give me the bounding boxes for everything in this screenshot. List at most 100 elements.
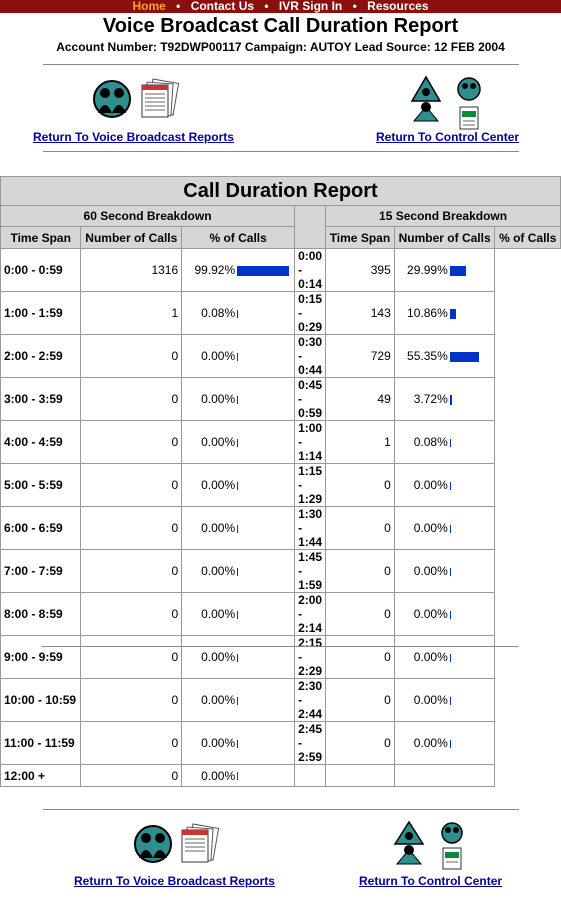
percent-value: 0.00%: [201, 478, 236, 492]
time-span-cell: 1:00 - 1:14: [294, 420, 327, 464]
control-center-icon[interactable]: [410, 75, 485, 137]
number-of-calls-cell: 0: [325, 463, 395, 507]
percent-value: 0.00%: [413, 564, 448, 578]
nav-resources-link[interactable]: Resources: [367, 0, 429, 13]
page-title: Voice Broadcast Call Duration Report: [102, 15, 459, 37]
percent-bar: [237, 309, 239, 318]
percent-calls-cell: 0.08%: [393, 420, 496, 464]
percent-calls-cell: 55.35%: [393, 334, 496, 378]
number-of-calls-cell: 0: [80, 592, 183, 636]
percent-calls-cell: 0.00%: [393, 549, 496, 593]
number-of-calls-cell: 0: [80, 678, 183, 722]
percent-bar: [237, 352, 239, 361]
percent-calls-cell: 0.00%: [181, 506, 296, 550]
nav-home-link[interactable]: Home: [132, 0, 166, 13]
report-pages-icon[interactable]: [178, 822, 220, 864]
percent-bar: [449, 351, 479, 362]
people-silhouette-icon[interactable]: [131, 824, 175, 864]
percent-value: 0.00%: [413, 736, 448, 750]
time-span-cell: 2:00 - 2:14: [294, 592, 327, 636]
percent-calls-cell: 0.00%: [181, 549, 296, 593]
control-center-link[interactable]: Return To Control Center: [376, 130, 520, 144]
time-span-cell: [294, 764, 327, 787]
nav-ivr-signin-link[interactable]: IVR Sign In: [278, 0, 343, 13]
percent-calls-cell: 0.00%: [393, 592, 496, 636]
table-row: 9:00 - 9:59 0 0.00% 2:15 - 2:29 0 0.00%: [0, 635, 561, 679]
people-silhouette-icon[interactable]: [90, 79, 134, 119]
number-of-calls-cell: 0: [80, 721, 183, 765]
account-info: Account Number: T92DWP00117 Campaign: AU…: [56, 40, 505, 54]
table-row: 4:00 - 4:59 0 0.00% 1:00 - 1:14 1 0.08%: [0, 420, 561, 464]
time-span-cell: 0:00 - 0:59: [0, 248, 82, 292]
number-of-calls-cell: 395: [325, 248, 395, 292]
nav-separator: •: [352, 0, 357, 13]
percent-calls-cell: [393, 764, 496, 787]
percent-bar: [449, 481, 451, 490]
percent-calls-cell: 0.00%: [181, 721, 296, 765]
percent-value: 0.00%: [201, 564, 236, 578]
percent-value: 0.00%: [201, 650, 236, 664]
divider: [42, 646, 518, 647]
percent-value: 0.00%: [413, 478, 448, 492]
table-row: 5:00 - 5:59 0 0.00% 1:15 - 1:29 0 0.00%: [0, 463, 561, 507]
time-span-cell: 6:00 - 6:59: [0, 506, 82, 550]
control-center-icon[interactable]: [393, 820, 468, 872]
bottom-link-row: Return To Voice Broadcast Reports Return…: [0, 810, 561, 906]
nav-separator: •: [176, 0, 181, 13]
percent-bar: [449, 567, 451, 576]
top-nav: Home • Contact Us • IVR Sign In • Resour…: [0, 0, 561, 13]
number-of-calls-cell: 0: [80, 377, 183, 421]
percent-bar: [237, 524, 239, 533]
time-span-cell: 0:15 - 0:29: [294, 291, 327, 335]
left-breakdown-heading: 60 Second Breakdown: [0, 205, 296, 227]
percent-value: 29.99%: [407, 263, 448, 277]
number-of-calls-cell: 1: [325, 420, 395, 464]
col-pct-calls: % of Calls: [181, 226, 296, 249]
percent-bar: [237, 696, 239, 705]
table-row: 2:00 - 2:59 0 0.00% 0:30 - 0:44 729 55.35%: [0, 334, 561, 378]
percent-bar: [449, 308, 456, 319]
divider: [42, 64, 519, 65]
percent-bar: [449, 438, 451, 447]
voice-broadcast-reports-link[interactable]: Return To Voice Broadcast Reports: [74, 874, 275, 888]
column-gap: [294, 205, 327, 249]
number-of-calls-cell: 0: [80, 764, 183, 787]
percent-bar: [237, 772, 239, 781]
report-pages-icon[interactable]: [138, 77, 180, 119]
number-of-calls-cell: 0: [80, 334, 183, 378]
table-row: 11:00 - 11:59 0 0.00% 2:45 - 2:59 0 0.00%: [0, 721, 561, 765]
percent-calls-cell: 0.00%: [393, 463, 496, 507]
percent-calls-cell: 0.00%: [181, 635, 296, 679]
percent-bar: [449, 524, 451, 533]
control-center-link[interactable]: Return To Control Center: [359, 874, 503, 888]
number-of-calls-cell: [325, 764, 395, 787]
time-span-cell: 2:15 - 2:29: [294, 635, 327, 679]
table-row: 1:00 - 1:59 1 0.08% 0:15 - 0:29 143 10.86%: [0, 291, 561, 335]
number-of-calls-cell: 1: [80, 291, 183, 335]
number-of-calls-cell: 729: [325, 334, 395, 378]
percent-bar: [237, 610, 239, 619]
percent-calls-cell: 0.00%: [181, 592, 296, 636]
time-span-cell: 0:00 - 0:14: [294, 248, 327, 292]
table-row: 8:00 - 8:59 0 0.00% 2:00 - 2:14 0 0.00%: [0, 592, 561, 636]
percent-bar: [237, 481, 239, 490]
time-span-cell: 11:00 - 11:59: [0, 721, 82, 765]
percent-bar: [237, 265, 290, 276]
time-span-cell: 2:00 - 2:59: [0, 334, 82, 378]
right-breakdown-heading: 15 Second Breakdown: [325, 205, 561, 227]
number-of-calls-cell: 0: [80, 420, 183, 464]
percent-value: 10.86%: [407, 306, 448, 320]
nav-contact-link[interactable]: Contact Us: [190, 0, 255, 13]
table-row: 12:00 +0 0.00%: [0, 764, 561, 787]
voice-broadcast-reports-link[interactable]: Return To Voice Broadcast Reports: [33, 130, 234, 144]
col-time-span: Time Span: [0, 226, 82, 249]
percent-value: 0.00%: [413, 607, 448, 621]
percent-bar: [237, 653, 239, 662]
time-span-cell: 1:45 - 1:59: [294, 549, 327, 593]
number-of-calls-cell: 0: [325, 506, 395, 550]
time-span-cell: 4:00 - 4:59: [0, 420, 82, 464]
time-span-cell: 5:00 - 5:59: [0, 463, 82, 507]
time-span-cell: 2:45 - 2:59: [294, 721, 327, 765]
percent-value: 99.92%: [194, 263, 236, 277]
number-of-calls-cell: 0: [325, 549, 395, 593]
